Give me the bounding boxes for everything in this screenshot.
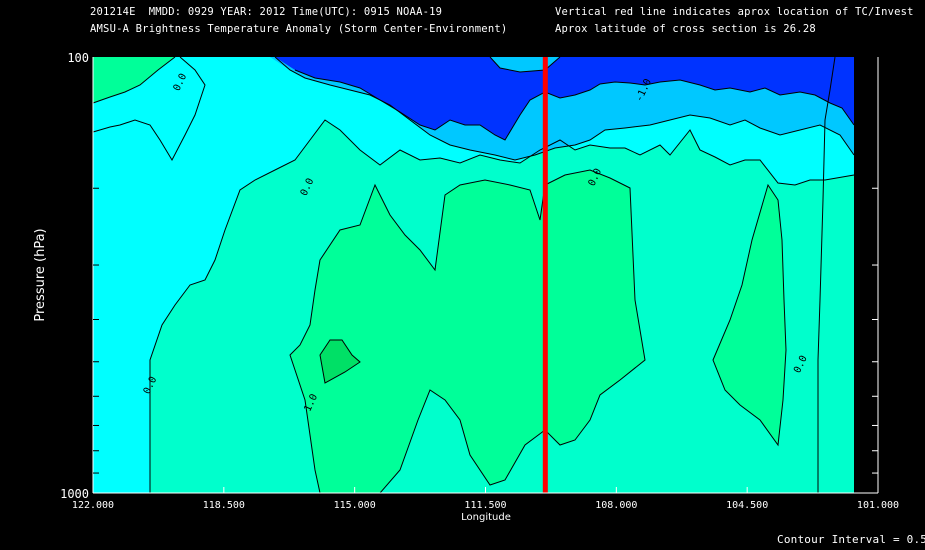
header-line2-right: Aprox latitude of cross section is 26.28	[555, 23, 816, 35]
fill-level-pos05-right	[713, 185, 786, 445]
x-tick-label: 122.000	[72, 500, 114, 511]
contour-line	[149, 119, 855, 493]
header-line2-left: AMSU-A Brightness Temperature Anomaly (S…	[90, 23, 508, 35]
x-ticks: 122.000 118.500 115.000 111.500 108.000 104.5…	[72, 487, 899, 511]
fill-level-pos05-topleft	[93, 57, 175, 103]
header-line1-left: 201214E MMDD: 0929 YEAR: 2012 Time(UTC):…	[90, 6, 443, 18]
x-tick-label: 108.000	[595, 500, 637, 511]
tc-location-line	[542, 57, 548, 493]
y-axis-title: Pressure (hPa)	[33, 228, 48, 321]
x-tick-label: 104.500	[726, 500, 768, 511]
contour-line	[92, 56, 176, 104]
x-axis-title: Longitude	[461, 512, 511, 523]
y-tick-label: 1000	[60, 487, 89, 501]
contour-lines	[92, 56, 855, 494]
contour-line	[319, 339, 361, 384]
contour-line	[92, 56, 206, 162]
x-tick-label: 101.000	[857, 500, 899, 511]
plot-area	[92, 56, 878, 494]
fill-level-pos05-central	[290, 170, 645, 493]
contour-interval: Contour Interval = 0.5K	[777, 533, 925, 546]
y-ticks: 100 1000	[60, 51, 878, 501]
contour-line	[817, 56, 836, 493]
contour-line	[489, 56, 561, 73]
y-tick-label: 100	[67, 51, 89, 65]
contour-line	[274, 56, 855, 161]
fill-level-neg05-inlet	[490, 57, 560, 72]
x-tick-label: 118.500	[203, 500, 245, 511]
fill-level-pos10	[320, 340, 360, 383]
contour-line	[712, 183, 787, 447]
contour-line	[289, 169, 646, 494]
fill-level-neg10	[275, 57, 854, 140]
x-tick-label: 115.000	[334, 500, 376, 511]
contour-line	[294, 69, 855, 141]
header-line1-right: Vertical red line indicates aprox locati…	[555, 6, 914, 18]
no-data-strip	[854, 57, 878, 493]
x-tick-label: 111.500	[464, 500, 506, 511]
